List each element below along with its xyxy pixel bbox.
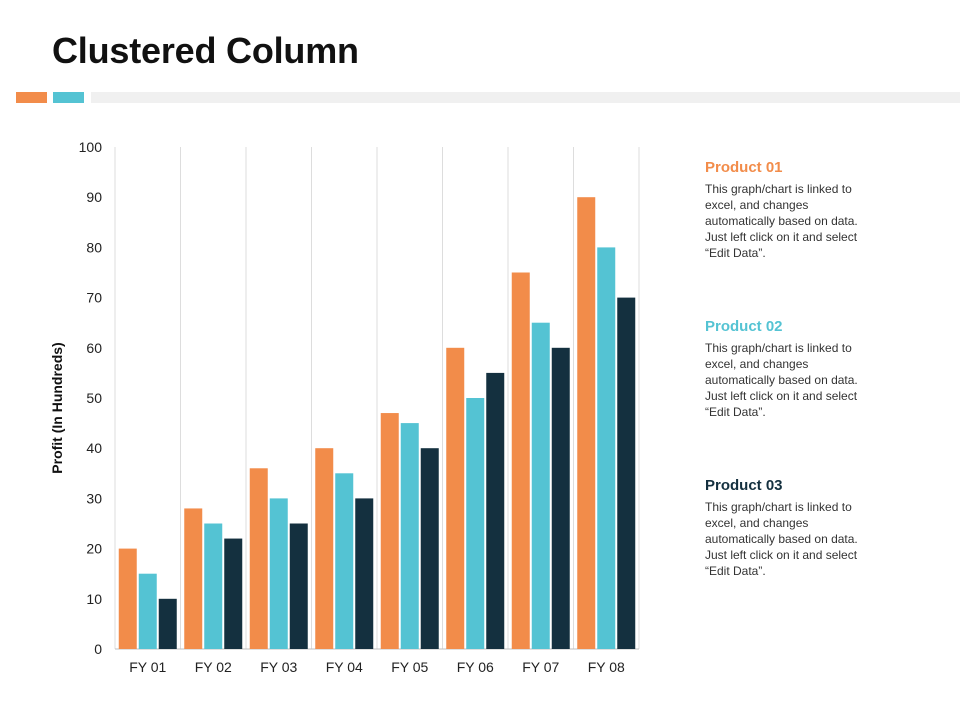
bar: [158, 598, 177, 649]
bar: [420, 448, 439, 649]
y-tick-label: 90: [86, 189, 102, 205]
bar: [597, 247, 616, 649]
x-tick-label: FY 04: [326, 659, 363, 675]
legend-name: Product 03: [705, 477, 783, 494]
bar: [577, 197, 596, 649]
x-tick-label: FY 06: [457, 659, 494, 675]
legend-description: This graph/chart is linked to excel, and…: [705, 182, 858, 260]
bar: [249, 468, 268, 649]
bar: [118, 548, 137, 649]
y-tick-label: 10: [86, 591, 102, 607]
x-tick-label: FY 08: [588, 659, 625, 675]
accent-bar-grey: [91, 92, 960, 103]
bar: [531, 322, 550, 649]
legend-product-02: Product 02 This graph/chart is linked to…: [705, 318, 885, 420]
bar: [400, 423, 419, 649]
legend-name: Product 02: [705, 318, 783, 335]
y-tick-label: 100: [79, 139, 103, 155]
y-tick-label: 80: [86, 239, 102, 255]
bar: [380, 413, 399, 649]
bar: [511, 272, 530, 649]
bar: [315, 448, 334, 649]
bar: [204, 523, 223, 649]
bar: [184, 508, 203, 649]
legend-product-03: Product 03 This graph/chart is linked to…: [705, 477, 885, 579]
bar: [269, 498, 288, 649]
x-tick-label: FY 05: [391, 659, 428, 675]
accent-bar-orange: [16, 92, 47, 103]
bar: [617, 297, 636, 649]
x-tick-label: FY 07: [522, 659, 559, 675]
x-tick-label: FY 01: [129, 659, 166, 675]
legend-description: This graph/chart is linked to excel, and…: [705, 341, 858, 419]
x-tick-label: FY 02: [195, 659, 232, 675]
bar: [551, 347, 570, 649]
bar: [466, 398, 485, 649]
legend-description: This graph/chart is linked to excel, and…: [705, 500, 858, 578]
y-tick-label: 60: [86, 340, 102, 356]
bar: [335, 473, 354, 649]
bar: [224, 538, 243, 649]
accent-bar-teal: [53, 92, 84, 103]
y-tick-label: 70: [86, 290, 102, 306]
bar: [355, 498, 374, 649]
y-axis-title: Profit (In Hundreds): [49, 342, 65, 473]
x-tick-label: FY 03: [260, 659, 297, 675]
y-tick-label: 50: [86, 390, 102, 406]
bar: [446, 347, 465, 649]
legend-product-01: Product 01 This graph/chart is linked to…: [705, 159, 885, 261]
bar: [138, 573, 157, 649]
y-tick-label: 30: [86, 490, 102, 506]
y-tick-label: 40: [86, 440, 102, 456]
y-tick-label: 20: [86, 541, 102, 557]
legend-name: Product 01: [705, 159, 783, 176]
bar: [289, 523, 308, 649]
bar: [486, 372, 505, 649]
y-tick-label: 0: [94, 641, 102, 657]
page-title: Clustered Column: [52, 30, 359, 71]
